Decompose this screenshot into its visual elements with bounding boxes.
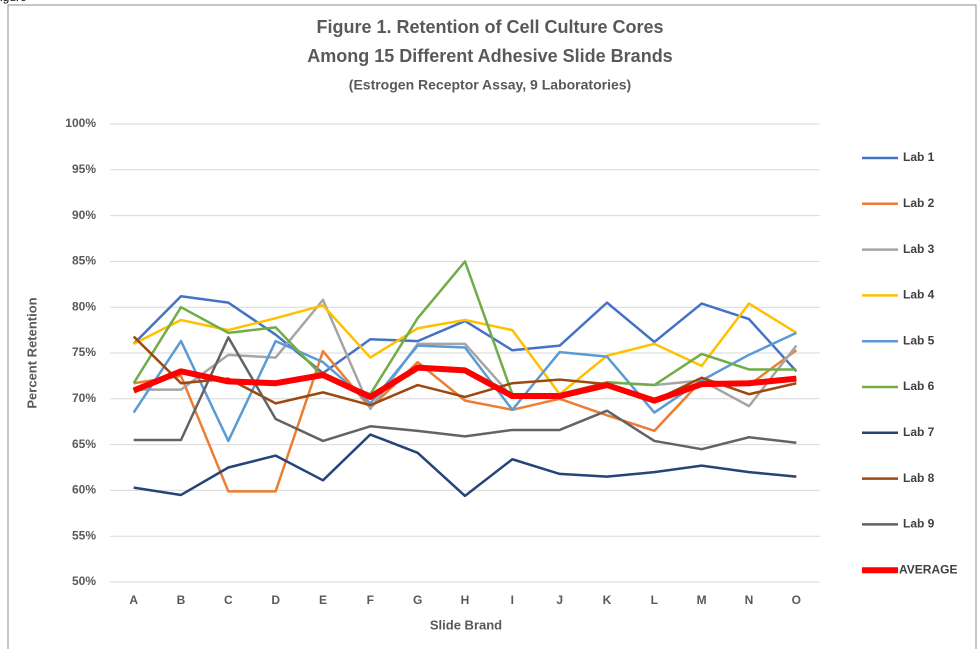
series-line bbox=[133, 302, 797, 396]
legend-label: Lab 2 bbox=[903, 196, 935, 210]
x-tick-label: G bbox=[413, 593, 422, 607]
y-tick-label: 80% bbox=[72, 299, 96, 313]
series-line bbox=[133, 298, 798, 411]
x-tick-label: F bbox=[367, 593, 374, 607]
legend-label: Lab 8 bbox=[903, 471, 935, 485]
series-line bbox=[133, 433, 797, 498]
legend-label: Lab 7 bbox=[903, 425, 935, 439]
y-tick-label: 70% bbox=[72, 391, 96, 405]
x-tick-label: B bbox=[177, 593, 186, 607]
y-tick-label: 95% bbox=[72, 162, 96, 176]
x-tick-label: O bbox=[792, 593, 801, 607]
x-tick-label: H bbox=[461, 593, 470, 607]
x-tick-label: C bbox=[224, 593, 233, 607]
chart-title: Among 15 Different Adhesive Slide Brands bbox=[307, 46, 672, 66]
y-tick-label: 100% bbox=[65, 116, 96, 130]
legend-label: AVERAGE bbox=[899, 562, 957, 576]
y-tick-label: 85% bbox=[72, 254, 96, 268]
legend-label: Lab 5 bbox=[903, 333, 935, 347]
legend-label: Lab 4 bbox=[903, 288, 935, 302]
chart-subtitle: (Estrogen Receptor Assay, 9 Laboratories… bbox=[349, 77, 631, 93]
header-fragment: igure bbox=[0, 0, 27, 4]
series-line bbox=[132, 335, 797, 407]
x-tick-label: E bbox=[319, 593, 327, 607]
series-line bbox=[133, 336, 797, 451]
x-axis-label: Slide Brand bbox=[430, 617, 502, 632]
x-tick-label: L bbox=[651, 593, 658, 607]
y-tick-label: 60% bbox=[72, 483, 96, 497]
series-line bbox=[133, 349, 798, 493]
x-tick-label: I bbox=[511, 593, 514, 607]
x-tick-label: D bbox=[271, 593, 280, 607]
x-tick-label: J bbox=[556, 593, 563, 607]
y-tick-label: 50% bbox=[72, 574, 96, 588]
y-axis-label: Percent Retention bbox=[24, 297, 39, 408]
x-tick-label: M bbox=[697, 593, 707, 607]
legend-label: Lab 1 bbox=[903, 150, 935, 164]
x-tick-label: N bbox=[745, 593, 754, 607]
y-tick-label: 55% bbox=[72, 528, 96, 542]
y-tick-label: 75% bbox=[72, 345, 96, 359]
legend-label: Lab 3 bbox=[903, 242, 935, 256]
series-line bbox=[132, 364, 797, 404]
y-tick-label: 65% bbox=[72, 437, 96, 451]
legend-label: Lab 6 bbox=[903, 379, 935, 393]
x-tick-label: A bbox=[129, 593, 138, 607]
chart-title: Figure 1. Retention of Cell Culture Core… bbox=[316, 17, 663, 37]
y-tick-label: 90% bbox=[72, 208, 96, 222]
series-line bbox=[132, 260, 797, 396]
legend-label: Lab 9 bbox=[903, 517, 935, 531]
x-tick-label: K bbox=[603, 593, 612, 607]
